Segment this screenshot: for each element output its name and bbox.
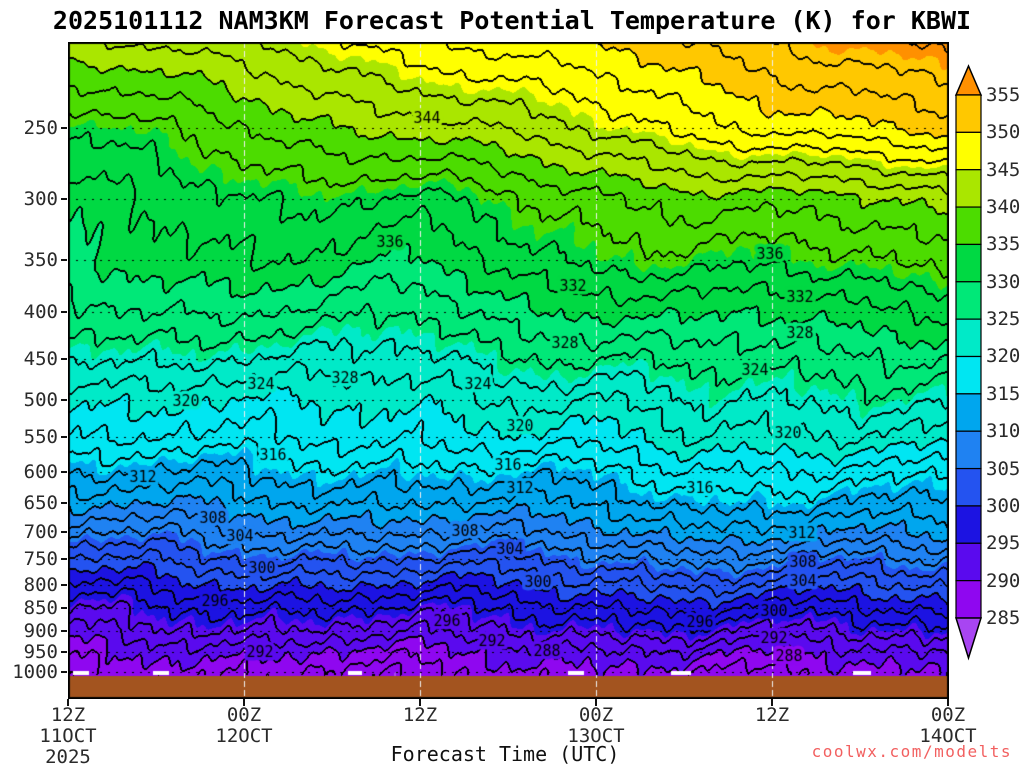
- colorbar-over-arrow: [954, 64, 983, 96]
- y-tick-mark: [61, 126, 67, 129]
- y-tick-label: 300: [23, 188, 58, 211]
- y-tick-mark: [61, 629, 67, 632]
- x-axis-title: Forecast Time (UTC): [390, 742, 620, 766]
- x-tick-mark: [595, 699, 597, 706]
- x-tick-label-line: 2025: [45, 746, 91, 768]
- y-tick-mark: [61, 501, 67, 504]
- colorbar-segment: [955, 243, 982, 283]
- contour-plot-canvas: [68, 42, 949, 699]
- y-tick-mark: [61, 607, 67, 610]
- x-tick-label: 12Z: [717, 705, 827, 726]
- colorbar-label: 350: [986, 121, 1021, 144]
- y-tick-mark: [61, 198, 67, 201]
- colorbar-segment: [955, 206, 982, 246]
- y-tick-label: 400: [23, 301, 58, 324]
- y-tick-label: 500: [23, 388, 58, 411]
- y-tick-label: 900: [23, 619, 58, 642]
- x-tick-label: 12Z 11OCT 2025: [13, 705, 123, 768]
- x-tick-mark: [243, 699, 245, 706]
- y-tick-mark: [61, 558, 67, 561]
- y-tick-label: 850: [23, 597, 58, 620]
- colorbar-segment: [955, 94, 982, 133]
- x-tick-mark: [67, 699, 69, 706]
- colorbar-label: 345: [986, 158, 1021, 181]
- x-tick-label-line: 13OCT: [567, 725, 625, 747]
- y-tick-mark: [61, 258, 67, 261]
- y-tick-label: 450: [23, 347, 58, 370]
- colorbar-label: 355: [986, 84, 1021, 106]
- y-tick-mark: [61, 671, 67, 674]
- colorbar-segment: [955, 430, 982, 470]
- x-tick-label-line: 14OCT: [919, 725, 977, 747]
- y-tick-mark: [61, 651, 67, 653]
- y-tick-label: 250: [23, 116, 58, 139]
- colorbar-segment: [955, 505, 982, 544]
- colorbar-bar: [954, 64, 983, 661]
- x-tick-label: 00Z 14OCT: [893, 705, 1003, 747]
- y-tick-mark: [61, 531, 67, 534]
- x-tick-label-line: 12Z: [50, 704, 86, 726]
- y-tick-label: 650: [23, 491, 58, 514]
- colorbar-segment: [955, 542, 982, 582]
- x-tick-label-line: 12Z: [402, 704, 438, 726]
- colorbar-segment: [955, 393, 982, 432]
- y-tick-mark: [61, 398, 67, 401]
- colorbar-label: 340: [986, 196, 1021, 219]
- chart-title: 2025101112 NAM3KM Forecast Potential Tem…: [52, 6, 972, 35]
- colorbar-label: 290: [986, 569, 1021, 592]
- y-tick-mark: [61, 311, 67, 314]
- colorbar-segment: [955, 169, 982, 208]
- colorbar-label: 310: [986, 420, 1021, 443]
- y-tick-mark: [61, 357, 67, 360]
- y-tick-label: 550: [23, 426, 58, 449]
- y-tick-mark: [61, 436, 67, 439]
- x-tick-mark: [419, 699, 421, 706]
- x-tick-mark: [947, 699, 949, 706]
- x-tick-label: 00Z 13OCT: [541, 705, 651, 747]
- watermark: coolwx.com/modelts: [811, 742, 1012, 761]
- y-tick-label: 750: [23, 548, 58, 571]
- y-tick-label: 600: [23, 460, 58, 483]
- x-tick-mark: [771, 699, 773, 706]
- colorbar-segment: [955, 281, 982, 320]
- y-tick-mark: [61, 470, 67, 473]
- colorbar-label: 320: [986, 345, 1021, 368]
- colorbar-segment: [955, 580, 982, 619]
- colorbar-label: 330: [986, 270, 1021, 293]
- colorbar-segment: [955, 467, 982, 507]
- y-tick-label: 350: [23, 248, 58, 271]
- x-tick-label: 12Z: [365, 705, 475, 726]
- colorbar-label: 305: [986, 457, 1021, 480]
- x-tick-label-line: 12Z: [754, 704, 790, 726]
- colorbar-label: 295: [986, 532, 1021, 555]
- colorbar-label: 335: [986, 233, 1021, 256]
- colorbar-label: 315: [986, 382, 1021, 405]
- y-tick-label: 700: [23, 521, 58, 544]
- x-tick-label-line: 12OCT: [215, 725, 273, 747]
- x-tick-label-line: 11OCT: [39, 725, 97, 747]
- colorbar-segment: [955, 318, 982, 358]
- y-tick-label: 800: [23, 573, 58, 596]
- colorbar-under-arrow: [954, 617, 983, 661]
- colorbar-segment: [955, 131, 982, 171]
- colorbar-label: 285: [986, 606, 1021, 629]
- colorbar-label: 300: [986, 494, 1021, 517]
- y-tick-label: 950: [23, 641, 58, 663]
- colorbar-segment: [955, 355, 982, 395]
- colorbar-label: 325: [986, 308, 1021, 331]
- x-tick-label-line: 00Z: [930, 704, 966, 726]
- y-tick-label: 1000: [12, 661, 58, 684]
- y-tick-mark: [61, 583, 67, 586]
- x-tick-label: 00Z 12OCT: [189, 705, 299, 747]
- x-tick-label-line: 00Z: [226, 704, 262, 726]
- x-tick-label-line: 00Z: [578, 704, 614, 726]
